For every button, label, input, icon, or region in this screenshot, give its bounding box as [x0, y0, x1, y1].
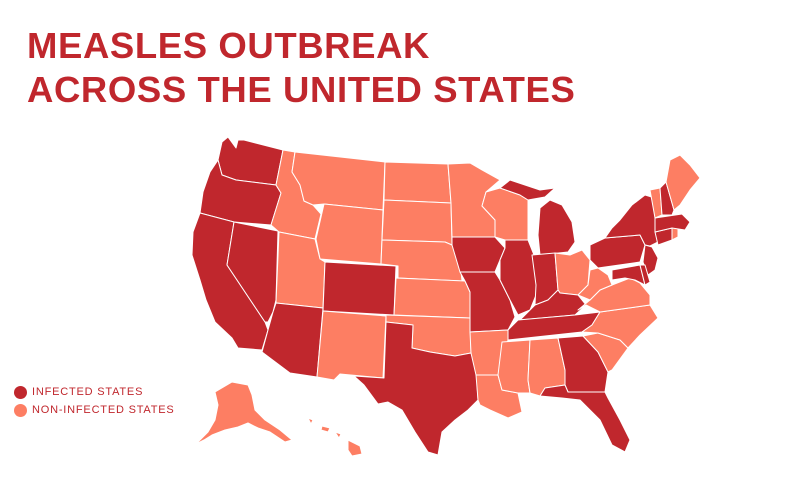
title-line-2: ACROSS THE UNITED STATES — [27, 69, 576, 110]
state-nc — [581, 304, 659, 349]
state-ri — [671, 227, 679, 241]
state-wy — [315, 203, 384, 265]
state-il — [499, 239, 539, 316]
state-ak — [195, 381, 293, 445]
legend: INFECTED STATES NON-INFECTED STATES — [14, 384, 175, 420]
legend-label-infected: INFECTED STATES — [32, 386, 144, 398]
state-tx — [353, 321, 479, 456]
state-co — [322, 261, 397, 316]
state-ia — [451, 236, 506, 273]
state-fl — [539, 384, 631, 453]
state-mt — [291, 151, 386, 211]
state-ks — [393, 277, 471, 319]
state-nd — [383, 161, 452, 204]
legend-label-non-infected: NON-INFECTED STATES — [32, 404, 175, 416]
state-nv — [226, 221, 279, 323]
state-de — [639, 264, 651, 286]
state-wv — [577, 267, 613, 301]
state-sd — [381, 199, 453, 246]
state-nj — [642, 244, 659, 276]
state-ms — [497, 339, 531, 394]
state-mi-up — [499, 179, 556, 201]
state-wi — [481, 187, 529, 241]
legend-swatch-infected — [14, 385, 27, 399]
state-hi — [307, 417, 363, 457]
legend-item-infected: INFECTED STATES — [14, 384, 175, 400]
page-title: MEASLES OUTBREAK ACROSS THE UNITED STATE… — [27, 24, 575, 112]
state-ma — [654, 213, 691, 233]
state-pa — [589, 234, 646, 269]
legend-swatch-non-infected — [14, 403, 27, 417]
state-mi — [537, 199, 576, 256]
title-line-1: MEASLES OUTBREAK — [27, 25, 431, 66]
state-me — [665, 154, 701, 211]
state-nh — [659, 181, 675, 216]
state-nm — [316, 310, 387, 381]
state-mo — [459, 271, 516, 333]
legend-item-non-infected: NON-INFECTED STATES — [14, 402, 175, 418]
